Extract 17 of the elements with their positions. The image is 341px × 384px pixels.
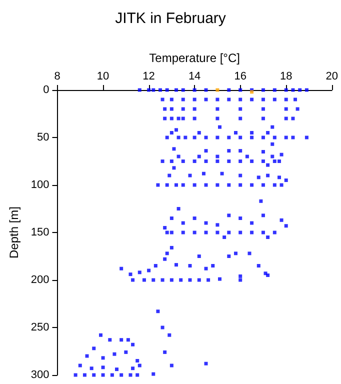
x-tick-label: 8 (54, 70, 60, 82)
x-tick-label: 12 (142, 70, 155, 82)
x-tick-label: 16 (234, 70, 246, 82)
x-axis-title: Temperature [°C] (149, 51, 240, 65)
y-tick-label: 200 (30, 274, 50, 286)
y-tick-label: 100 (30, 179, 50, 191)
x-tick-label: 10 (96, 70, 110, 82)
y-tick-label: 300 (30, 369, 50, 381)
x-tick-label: 20 (326, 70, 338, 82)
y-tick-label: 150 (30, 226, 50, 238)
x-tick-label: 18 (280, 70, 292, 82)
y-tick-label: 250 (30, 322, 50, 334)
y-tick-label: 0 (43, 84, 50, 96)
y-tick-label: 50 (37, 132, 50, 144)
x-tick-label: 14 (188, 70, 201, 82)
y-axis-title: Depth [m] (7, 206, 21, 259)
chart-title: JITK in February (115, 10, 226, 27)
